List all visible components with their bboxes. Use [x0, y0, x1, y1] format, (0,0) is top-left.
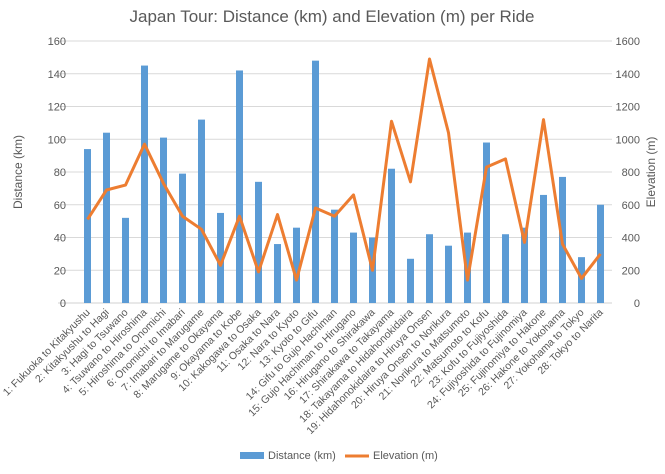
right-tick-label: 600	[622, 200, 640, 212]
distance-bar	[179, 174, 186, 303]
left-axis-label: Distance (km)	[11, 135, 25, 209]
distance-bar	[578, 257, 585, 303]
distance-bar	[388, 169, 395, 303]
distance-bar	[84, 149, 91, 303]
left-axis-ticks: 0 20 40 60 80 100 120 140 160	[48, 36, 66, 310]
distance-bar	[122, 218, 129, 303]
left-tick-label: 0	[60, 298, 66, 310]
legend-elevation-label: Elevation (m)	[373, 450, 438, 462]
right-tick-label: 200	[622, 265, 640, 277]
right-axis-label: Elevation (m)	[644, 137, 658, 208]
right-tick-label: 0	[634, 298, 640, 310]
distance-bar	[141, 66, 148, 303]
distance-bar	[198, 120, 205, 303]
right-tick-label: 800	[622, 167, 640, 179]
distance-bar	[540, 195, 547, 303]
distance-bar	[407, 259, 414, 303]
right-tick-label: 400	[622, 233, 640, 245]
distance-bar	[274, 244, 281, 303]
distance-bar	[160, 138, 167, 303]
distance-bar	[103, 133, 110, 303]
distance-bar	[426, 234, 433, 303]
distance-bar	[331, 210, 338, 303]
right-tick-label: 1400	[616, 69, 640, 81]
legend-distance-swatch	[240, 452, 264, 459]
chart-title: Japan Tour: Distance (km) and Elevation …	[129, 7, 534, 26]
left-tick-label: 80	[54, 167, 66, 179]
distance-bar	[502, 234, 509, 303]
right-tick-label: 1000	[616, 134, 640, 146]
distance-bar	[255, 182, 262, 303]
distance-bar	[312, 61, 319, 303]
left-tick-label: 40	[54, 233, 66, 245]
right-tick-label: 1200	[616, 102, 640, 114]
distance-bar	[445, 246, 452, 303]
distance-bar	[350, 233, 357, 303]
left-tick-label: 60	[54, 200, 66, 212]
left-tick-label: 100	[48, 134, 66, 146]
legend: Distance (km) Elevation (m)	[240, 450, 438, 462]
left-tick-label: 120	[48, 102, 66, 114]
left-tick-label: 20	[54, 265, 66, 277]
distance-bar	[236, 70, 243, 303]
left-tick-label: 160	[48, 36, 66, 48]
legend-distance-label: Distance (km)	[268, 450, 336, 462]
left-tick-label: 140	[48, 69, 66, 81]
right-tick-label: 1600	[616, 36, 640, 48]
right-axis-ticks: 0 200 400 600 800 1000 1200 1400 1600	[616, 36, 640, 310]
